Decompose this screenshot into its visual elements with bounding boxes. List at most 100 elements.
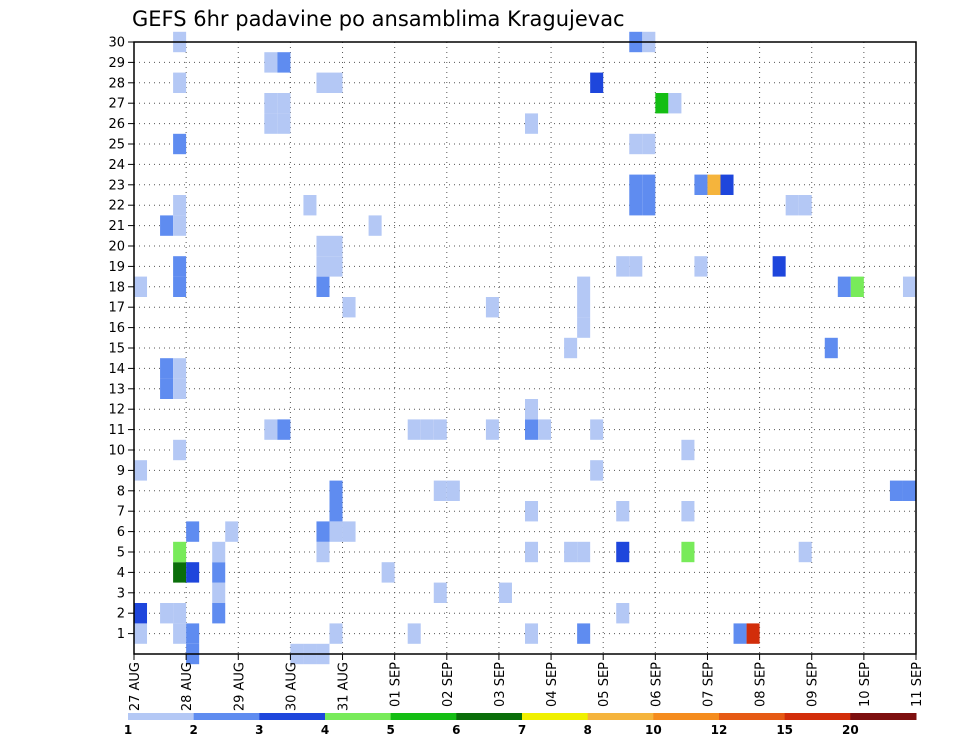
heatmap-cell [642, 133, 656, 155]
heatmap-cell [889, 480, 903, 501]
heatmap-cell [173, 603, 187, 624]
y-tick-label: 16 [108, 321, 125, 336]
heatmap-cell [590, 419, 604, 440]
heatmap-cell [902, 480, 916, 501]
x-tick-label: 06 SEP [649, 662, 664, 707]
heatmap-cell [824, 337, 838, 359]
x-tick-label: 31 AUG [337, 662, 352, 711]
heatmap-cell [329, 501, 343, 522]
heatmap-cell [173, 378, 187, 399]
heatmap-cell [525, 419, 539, 440]
x-tick-label: 29 AUG [232, 662, 247, 711]
heatmap-cell [746, 623, 760, 644]
heatmap-cell [329, 72, 343, 93]
heatmap-cell [525, 399, 539, 420]
heatmap-cell [277, 93, 291, 114]
heatmap-cell [577, 623, 591, 644]
y-tick-label: 29 [108, 56, 125, 71]
heatmap-cell [277, 419, 291, 440]
heatmap-cell [160, 603, 174, 624]
y-tick-label: 27 [108, 97, 125, 112]
heatmap-cell [186, 623, 200, 644]
heatmap-cell [134, 623, 148, 644]
x-tick-label: 30 AUG [284, 662, 299, 711]
heatmap-cell [134, 603, 148, 624]
heatmap-cell [433, 582, 447, 603]
legend-swatch [719, 713, 786, 720]
heatmap-cell [173, 72, 187, 93]
y-axis: 1234567891011121314151617181920212223242… [108, 36, 134, 642]
heatmap-cell [407, 623, 421, 644]
y-tick-label: 5 [117, 546, 125, 561]
heatmap-cell [616, 603, 630, 624]
heatmap-cell [525, 113, 539, 134]
heatmap-cell [498, 582, 512, 603]
y-tick-label: 14 [108, 362, 125, 377]
legend-label: 3 [255, 723, 263, 737]
legend-swatch [456, 713, 523, 720]
heatmap-cell [173, 623, 187, 644]
heatmap-cell [186, 562, 200, 583]
legend-swatch [587, 713, 654, 720]
y-tick-label: 22 [108, 199, 125, 214]
heatmap-cell [303, 195, 317, 216]
heatmap-cell [316, 256, 330, 277]
heatmap-cell [342, 521, 356, 542]
heatmap-cell [525, 541, 539, 563]
x-tick-label: 02 SEP [441, 662, 456, 707]
heatmap-cell [694, 256, 708, 277]
y-tick-label: 12 [108, 403, 125, 418]
heatmap-cell [329, 256, 343, 277]
legend-swatch [522, 713, 589, 720]
heatmap-cell [420, 419, 434, 440]
chart-title: GEFS 6hr padavine po ansamblima Kragujev… [132, 7, 625, 31]
y-tick-label: 13 [108, 382, 125, 397]
heatmap-cell [173, 562, 187, 583]
heatmap-cell [707, 174, 721, 195]
heatmap-cell [212, 562, 226, 583]
x-tick-label: 27 AUG [128, 662, 143, 711]
heatmap-cell [577, 297, 591, 318]
heatmap-cell [525, 501, 539, 522]
x-tick-label: 01 SEP [389, 662, 404, 707]
heatmap-cell [134, 460, 148, 481]
x-tick-label: 11 SEP [910, 662, 925, 707]
heatmap-cell [446, 480, 460, 501]
heatmap-cell [173, 276, 187, 297]
y-tick-label: 8 [117, 484, 125, 499]
y-tick-label: 7 [117, 505, 125, 520]
x-tick-label: 10 SEP [858, 662, 873, 707]
heatmap-cell [264, 52, 278, 73]
heatmap-cell [850, 276, 864, 297]
heatmap-cell [316, 541, 330, 563]
heatmap-cell [485, 297, 499, 318]
heatmap-cell [316, 72, 330, 93]
heatmap-cell [772, 256, 786, 277]
heatmap-cell [577, 541, 591, 563]
legend-label: 4 [321, 723, 329, 737]
heatmap-cell [798, 195, 812, 216]
heatmap-cell [590, 72, 604, 93]
legend-label: 5 [386, 723, 394, 737]
y-tick-label: 23 [108, 178, 125, 193]
heatmap-cell [329, 521, 343, 542]
heatmap-cell [368, 215, 382, 236]
heatmap-cell [616, 256, 630, 277]
y-tick-label: 9 [117, 464, 125, 479]
heatmap-cell [173, 256, 187, 277]
heatmap-cell [316, 521, 330, 542]
legend-swatch [325, 713, 392, 720]
heatmap-cell [616, 541, 630, 563]
y-tick-label: 6 [117, 525, 125, 540]
legend-label: 15 [776, 723, 793, 737]
y-tick-label: 21 [108, 219, 125, 234]
heatmap-cell [316, 235, 330, 257]
y-tick-label: 3 [117, 586, 125, 601]
heatmap-cell [160, 215, 174, 236]
x-axis: 27 AUG 28 AUG 29 AUG 30 AUG 31 AUG 01 SEP 02 S… [128, 654, 925, 711]
legend-label: 8 [583, 723, 591, 737]
heatmap-cell [173, 541, 187, 563]
heatmap-cell [433, 419, 447, 440]
heatmap-cell [433, 480, 447, 501]
legend-label: 10 [645, 723, 662, 737]
